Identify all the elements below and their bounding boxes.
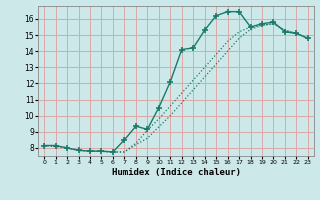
X-axis label: Humidex (Indice chaleur): Humidex (Indice chaleur)	[111, 168, 241, 177]
